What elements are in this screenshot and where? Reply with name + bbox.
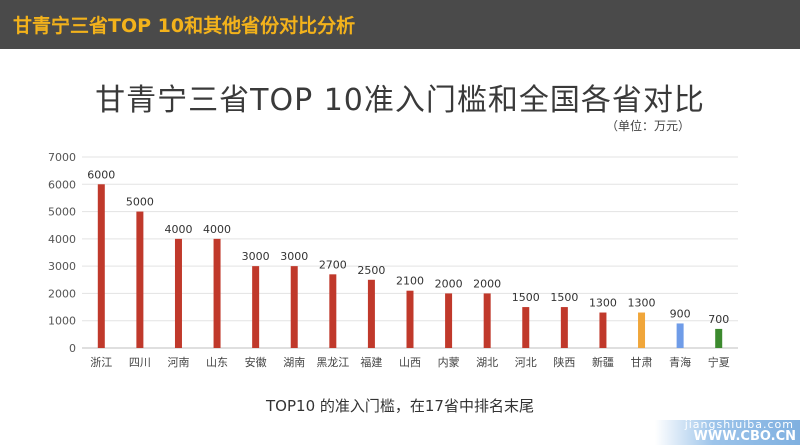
x-tick-label: 青海 <box>669 355 691 369</box>
data-label: 1500 <box>512 291 540 304</box>
data-label: 4000 <box>203 223 231 236</box>
x-tick-label: 山西 <box>399 356 421 369</box>
data-label: 3000 <box>280 250 308 263</box>
data-label: 2500 <box>357 264 385 277</box>
y-tick-label: 7000 <box>48 151 76 164</box>
x-tick-label: 山东 <box>206 356 228 369</box>
x-tick-label: 安徽 <box>245 355 267 369</box>
data-label: 3000 <box>242 250 270 263</box>
y-tick-label: 1000 <box>48 315 76 328</box>
bar <box>213 238 221 348</box>
y-tick-label: 2000 <box>48 287 76 300</box>
bar <box>136 211 144 348</box>
watermark-line2: WWW.CBO.CN <box>693 429 796 444</box>
x-tick-label: 四川 <box>129 356 151 369</box>
y-tick-label: 4000 <box>48 233 76 246</box>
bar <box>676 323 684 348</box>
bar <box>715 328 723 348</box>
watermark: jiangshiuiba.com WWW.CBO.CN <box>655 418 800 445</box>
chart-title: 甘青宁三省TOP 10准入门槛和全国各省对比 <box>95 83 705 118</box>
header-title: 甘青宁三省TOP 10和其他省份对比分析 <box>13 15 356 37</box>
chart-caption: TOP10 的准入门槛，在17省中排名末尾 <box>266 397 534 415</box>
x-tick-label: 宁夏 <box>708 355 730 369</box>
x-tick-label: 陕西 <box>553 355 575 369</box>
bar <box>290 266 298 348</box>
bar <box>483 293 491 348</box>
unit-note: （单位：万元） <box>605 119 690 133</box>
data-label: 1300 <box>628 297 656 310</box>
y-tick-label: 6000 <box>48 178 76 191</box>
x-tick-label: 甘肃 <box>631 356 653 369</box>
data-label: 2100 <box>396 275 424 288</box>
bar <box>406 290 414 348</box>
bar <box>560 307 568 348</box>
y-tick-label: 0 <box>69 342 76 355</box>
x-tick-label: 福建 <box>360 355 382 369</box>
data-label: 1300 <box>589 297 617 310</box>
data-label: 2700 <box>319 258 347 271</box>
data-label: 2000 <box>473 277 501 290</box>
bar <box>174 238 182 348</box>
data-label: 6000 <box>87 168 115 181</box>
bar <box>638 312 646 348</box>
watermark-line1: jiangshiuiba.com <box>684 418 794 431</box>
x-tick-label: 湖北 <box>476 356 498 369</box>
y-tick-label: 5000 <box>48 206 76 219</box>
bar <box>445 293 453 348</box>
bar <box>599 312 607 348</box>
x-tick-label: 河北 <box>515 356 537 369</box>
header-bar: 甘青宁三省TOP 10和其他省份对比分析 <box>0 0 800 49</box>
y-tick-label: 3000 <box>48 260 76 273</box>
x-tick-label: 新疆 <box>592 355 614 369</box>
bar <box>367 279 375 348</box>
data-label: 900 <box>670 307 691 320</box>
bar <box>522 307 530 348</box>
data-label: 700 <box>708 313 729 326</box>
data-label: 1500 <box>550 291 578 304</box>
bar <box>329 274 337 348</box>
bar <box>97 184 105 348</box>
data-label: 2000 <box>435 277 463 290</box>
x-tick-label: 内蒙 <box>438 355 460 369</box>
x-tick-label: 湖南 <box>283 356 305 369</box>
x-tick-label: 河南 <box>167 356 189 369</box>
data-label: 5000 <box>126 196 154 209</box>
bar <box>252 266 260 348</box>
x-tick-label: 浙江 <box>90 356 112 369</box>
data-label: 4000 <box>164 223 192 236</box>
x-tick-label: 黑龙江 <box>316 356 349 369</box>
